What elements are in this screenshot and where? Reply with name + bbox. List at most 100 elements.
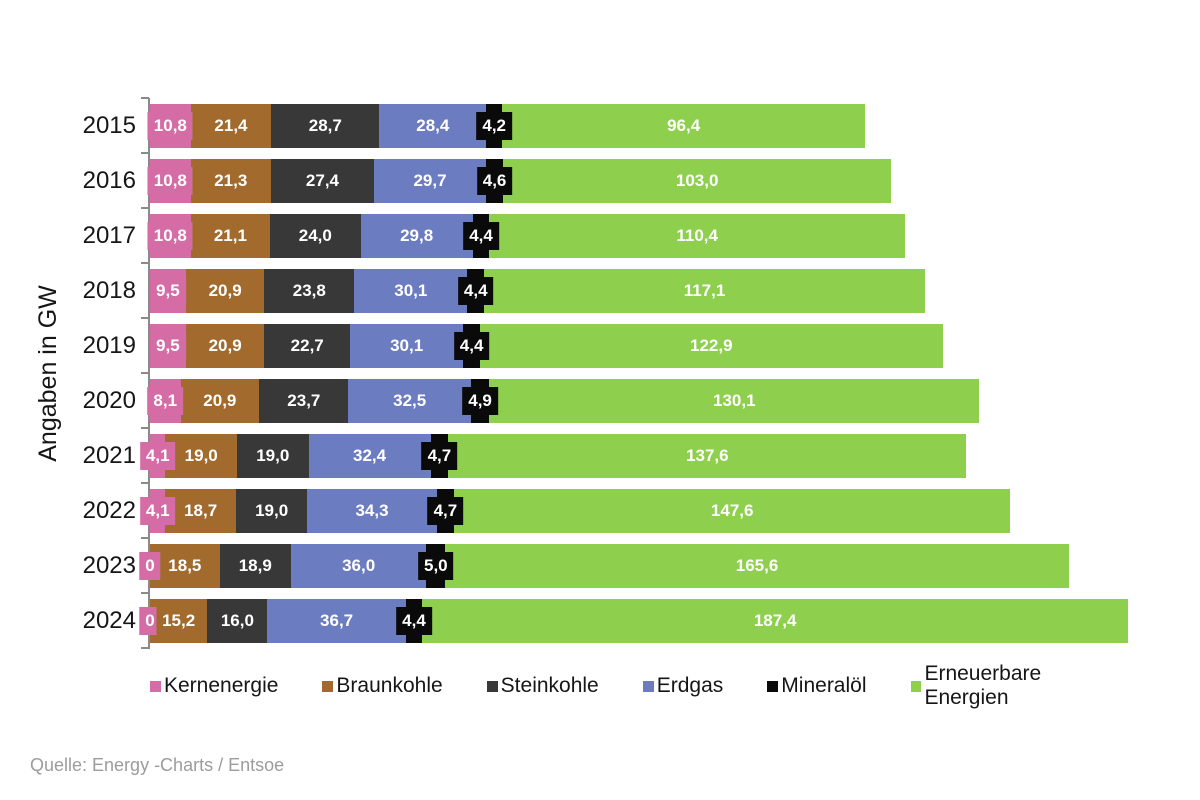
axis-tick [141, 592, 149, 594]
legend-marker-icon [910, 680, 922, 692]
bar-value-label: 21,1 [207, 221, 253, 250]
bar-value-label: 20,9 [202, 276, 248, 305]
legend-marker-icon [642, 680, 654, 692]
bar-value-label: 27,4 [299, 166, 346, 195]
year-label: 2020 [82, 386, 136, 414]
bar-value-label: 10,8 [147, 111, 193, 140]
axis-tick [141, 262, 149, 264]
bar-value-label: 15,2 [156, 606, 202, 635]
bar-value-label: 18,7 [178, 496, 224, 525]
bar-value-label: 19,0 [249, 496, 295, 525]
bar-value-label: 29,7 [407, 166, 453, 195]
bar-value-label: 5,0 [418, 551, 454, 580]
bar-row-2015: 2015 10,8 21,4 28,7 28,4 4,2 96,4 [83, 103, 1130, 148]
bar-value-label: 18,9 [232, 551, 278, 580]
bar-row-2021: 2021 4,1 19,0 19,0 32,4 4,7 137,6 [83, 433, 1130, 478]
bar-row-2024: 2024 0 15,2 16,0 36,7 4,4 187,4 [83, 598, 1130, 643]
bar-value-label: 130,1 [706, 386, 762, 415]
year-label: 2018 [82, 276, 136, 304]
bar-value-label: 8,1 [147, 386, 184, 415]
bar-value-label: 4,1 [139, 441, 176, 470]
axis-tick [141, 537, 149, 539]
bar-value-label: 30,1 [384, 331, 430, 360]
bar-value-label: 19,0 [250, 441, 296, 470]
bar-value-label: 36,0 [336, 551, 382, 580]
bar-row-2019: 2019 9,5 20,9 22,7 30,1 4,4 122,9 [83, 323, 1130, 368]
bar-value-label: 34,3 [349, 496, 395, 525]
bar-value-label: 4,7 [421, 441, 458, 470]
bar-value-label: 4,7 [427, 496, 464, 525]
bar-value-label: 30,1 [388, 276, 434, 305]
legend-item-kernenergie: Kernenergie [150, 674, 278, 698]
bar-value-label: 21,4 [208, 111, 254, 140]
bar-value-label: 24,0 [292, 221, 338, 250]
bar-value-label: 20,9 [202, 331, 248, 360]
legend-label: Braunkohle [336, 674, 443, 697]
bar-row-2023: 2023 0 18,5 18,9 36,0 5,0 165,6 [83, 543, 1130, 588]
bar-value-label: 4,4 [463, 221, 499, 250]
bar-value-label: 103,0 [669, 166, 725, 195]
bar-value-label: 36,7 [314, 606, 360, 635]
bar-value-label: 16,0 [214, 606, 260, 635]
legend-item-erneuerbare-energien: Erneuerbare Energien [910, 662, 1131, 710]
legend-item-braunkohle: Braunkohle [322, 674, 443, 698]
legend-marker-icon [767, 680, 779, 692]
bar-value-label: 4,4 [453, 331, 490, 360]
bar-value-label: 4,1 [139, 496, 176, 525]
bar-row-2022: 2022 4,1 18,7 19,0 34,3 4,7 147,6 [83, 488, 1130, 533]
bar-value-label: 23,7 [281, 386, 327, 415]
axis-tick [141, 207, 149, 209]
year-label: 2024 [82, 606, 136, 634]
bar-value-label: 21,3 [208, 166, 254, 195]
bar-value-label: 165,6 [729, 551, 785, 580]
year-label: 2015 [82, 111, 136, 139]
bar-value-label: 32,4 [347, 441, 393, 470]
legend-marker-icon [322, 680, 334, 692]
legend-label: Steinkohle [500, 674, 599, 697]
axis-tick [141, 372, 149, 374]
year-label: 2022 [82, 496, 136, 524]
bar-value-label: 4,2 [476, 111, 513, 140]
legend-label: Kernenergie [164, 674, 279, 697]
legend-item-mineral-l: Mineralöl [767, 674, 867, 698]
bar-value-label: 122,9 [684, 331, 739, 360]
bar-value-label: 0 [139, 551, 161, 580]
year-label: 2019 [82, 331, 136, 359]
legend-marker-icon [150, 680, 161, 692]
bar-value-label: 18,5 [162, 551, 208, 580]
legend-label: Erneuerbare Energien [924, 662, 1042, 709]
bar-value-label: 28,7 [302, 111, 348, 140]
bar-value-label: 4,6 [476, 166, 513, 195]
bar-value-label: 20,9 [197, 386, 243, 415]
legend-item-steinkohle: Steinkohle [486, 674, 599, 698]
bar-row-2017: 2017 10,8 21,1 24,0 29,8 4,4 110,4 [83, 213, 1130, 258]
axis-tick [141, 647, 149, 649]
source-note: Quelle: Energy -Charts / Entsoe [30, 755, 285, 775]
legend-label: Erdgas [656, 674, 724, 697]
year-label: 2016 [82, 166, 136, 194]
bar-value-label: 4,4 [457, 276, 494, 305]
bar-value-label: 4,4 [396, 606, 432, 635]
axis-tick [141, 97, 149, 99]
year-label: 2017 [82, 221, 136, 249]
bar-value-label: 117,1 [677, 276, 732, 305]
bar-value-label: 0 [139, 606, 161, 635]
axis-tick [141, 482, 149, 484]
year-label: 2023 [82, 551, 136, 579]
bar-row-2016: 2016 10,8 21,3 27,4 29,7 4,6 103,0 [83, 158, 1130, 203]
bar-value-label: 187,4 [747, 606, 803, 635]
bar-value-label: 22,7 [284, 331, 330, 360]
axis-tick [141, 317, 149, 319]
bar-row-2018: 2018 9,5 20,9 23,8 30,1 4,4 117,1 [83, 268, 1130, 313]
bar-value-label: 10,8 [147, 166, 193, 195]
axis-tick [141, 427, 149, 429]
bar-value-label: 29,8 [394, 221, 440, 250]
y-axis-line [148, 98, 150, 649]
legend-marker-icon [486, 680, 498, 692]
legend-item-erdgas: Erdgas [642, 674, 724, 698]
bar-value-label: 147,6 [704, 496, 760, 525]
bar-value-label: 4,9 [462, 386, 498, 415]
bar-value-label: 19,0 [178, 441, 224, 470]
legend-label: Mineralöl [781, 674, 867, 697]
